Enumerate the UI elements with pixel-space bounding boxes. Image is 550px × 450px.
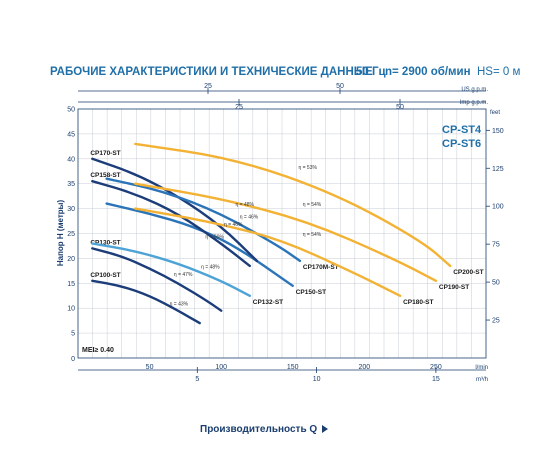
efficiency-label: η = 47%: [174, 272, 193, 278]
feet-tick-label: 150: [492, 128, 504, 135]
y-tick-label: 20: [67, 256, 75, 263]
x-tick-label: 150: [287, 364, 299, 371]
us-gpm-tick-label: 50: [336, 83, 344, 90]
y-tick-label: 30: [67, 206, 75, 213]
curve-cp150-st: [105, 202, 294, 287]
speed-label: n= 2900 об/мин: [385, 66, 471, 78]
arrow-right-icon: [322, 425, 329, 434]
series-label-cp130-st: CP130-ST: [90, 239, 120, 246]
feet-tick-label: 100: [492, 204, 504, 211]
efficiency-label: η = 50%: [205, 234, 224, 240]
feet-tick-label: 25: [492, 318, 500, 325]
chart-header: РАБОЧИЕ ХАРАКТЕРИСТИКИ И ТЕХНИЧЕСКИЕ ДАН…: [0, 0, 550, 90]
us-gpm-unit: US g.p.m.: [461, 87, 488, 93]
imp-gpm-unit: Imp g.p.m.: [460, 100, 489, 106]
x-unit-lmin: l/min: [475, 365, 488, 371]
series-label-cp190-st: CP190-ST: [439, 284, 469, 291]
m3h-tick-label: 10: [313, 376, 321, 383]
x-tick-label: 50: [146, 364, 154, 371]
curve-cp130-st: [91, 247, 223, 312]
y-axis-title: Напор H (метры): [56, 200, 65, 267]
curve-cp132-st: [91, 242, 251, 297]
curve-cp200-st: [134, 142, 452, 268]
x-axis-title: Производительность Q: [200, 424, 329, 435]
y-tick-label: 50: [67, 107, 75, 114]
curve-cp170m-st: [105, 177, 302, 263]
us-gpm-tick-label: 25: [204, 83, 212, 90]
x-tick-label: 100: [215, 364, 227, 371]
series-label-cp180-st: CP180-ST: [403, 299, 433, 306]
hs-label: HS= 0 м: [477, 66, 521, 78]
chart-title: РАБОЧИЕ ХАРАКТЕРИСТИКИ И ТЕХНИЧЕСКИЕ ДАН…: [50, 66, 373, 78]
x-axis-title-text: Производительность Q: [200, 424, 318, 435]
x-tick-label: 200: [358, 364, 370, 371]
m3h-tick-label: 5: [195, 376, 199, 383]
series-label-cp170-st: CP170-ST: [90, 150, 120, 157]
series-label-cp170m-st: CP170M-ST: [303, 264, 339, 271]
x-unit-m3h: m³/h: [476, 377, 488, 383]
efficiency-label: η = 54%: [303, 232, 322, 238]
frequency-label: 50 Гц: [356, 66, 386, 78]
efficiency-label: η = 46%: [224, 222, 243, 228]
imp-gpm-tick-label: 50: [396, 104, 404, 111]
efficiency-label: η = 46%: [240, 215, 259, 221]
curve-cp180-st: [134, 207, 402, 297]
y-tick-label: 40: [67, 156, 75, 163]
y-tick-label: 10: [67, 306, 75, 313]
feet-tick-label: 125: [492, 166, 504, 173]
feet-tick-label: 75: [492, 242, 500, 249]
series-label-cp158-st: CP158-ST: [90, 172, 120, 179]
curve-cp190-st: [134, 182, 438, 282]
m3h-tick-label: 15: [432, 376, 440, 383]
efficiency-label: η = 48%: [235, 202, 254, 208]
y-tick-label: 25: [67, 231, 75, 238]
imp-gpm-tick-label: 25: [235, 104, 243, 111]
series-label-cp132-st: CP132-ST: [253, 299, 283, 306]
y-tick-label: 45: [67, 131, 75, 138]
efficiency-label: η = 43%: [170, 302, 189, 308]
series-label-cp150-st: CP150-ST: [296, 289, 326, 296]
y-tick-label: 0: [71, 356, 75, 363]
feet-unit: feet: [490, 110, 500, 116]
series-family-label-2: CP-ST6: [442, 138, 481, 150]
series-label-cp200-st: CP200-ST: [453, 269, 483, 276]
efficiency-label: η = 48%: [201, 264, 220, 270]
efficiency-label: η = 54%: [303, 202, 322, 208]
curve-cp158-st: [91, 180, 251, 268]
mei-label: MEI≥ 0.40: [82, 347, 114, 354]
y-tick-label: 35: [67, 181, 75, 188]
series-family-label-1: CP-ST4: [442, 124, 482, 136]
efficiency-label: η = 53%: [298, 165, 317, 171]
y-tick-label: 5: [71, 331, 75, 338]
feet-tick-label: 50: [492, 280, 500, 287]
series-label-cp100-st: CP100-ST: [90, 272, 120, 279]
curve-cp100-st: [91, 279, 201, 325]
y-tick-label: 15: [67, 281, 75, 288]
plot-frame: [77, 108, 487, 359]
